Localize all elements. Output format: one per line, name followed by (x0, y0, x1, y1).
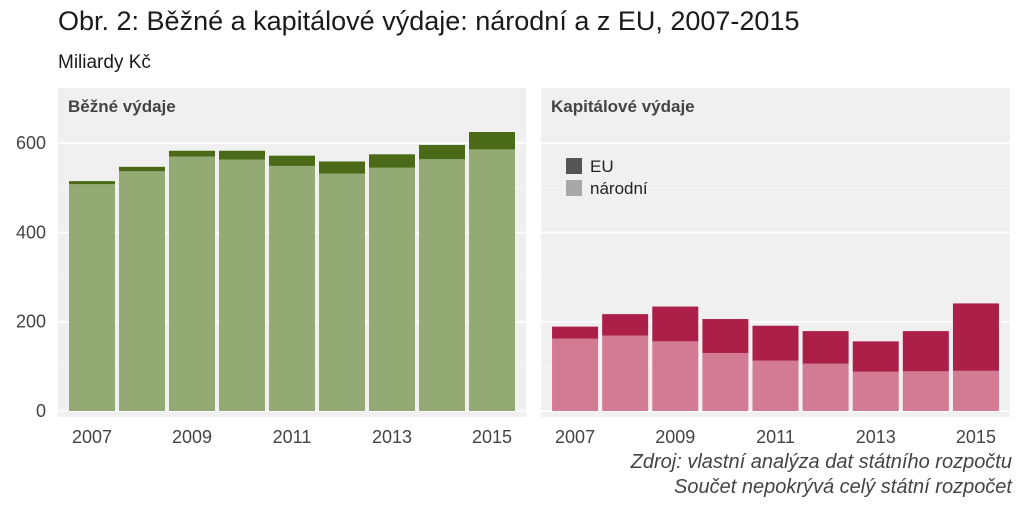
legend-swatch-narodni (566, 180, 582, 196)
x-tick-kapitalove-2011: 2011 (756, 427, 795, 447)
bar-kapitalove-narodni-2013 (852, 371, 899, 411)
x-tick-kapitalove-2013: 2013 (856, 427, 896, 447)
bar-bezne-narodni-2015 (469, 149, 515, 411)
bar-bezne-eu-2013 (369, 154, 415, 168)
bar-bezne-eu-2008 (119, 166, 165, 172)
bar-bezne-narodni-2009 (169, 156, 215, 411)
bar-kapitalove-narodni-2014 (902, 371, 949, 411)
facet-title-bezne: Běžné výdaje (68, 97, 176, 116)
y-tick-600: 600 (16, 133, 46, 153)
bar-kapitalove-narodni-2012 (802, 363, 849, 411)
bar-kapitalove-eu-2014 (902, 331, 949, 372)
bar-bezne-narodni-2012 (319, 173, 365, 411)
bar-kapitalove-narodni-2009 (652, 341, 699, 411)
source-note: Zdroj: vlastní analýza dat státního rozp… (631, 450, 1012, 500)
y-tick-400: 400 (16, 222, 46, 242)
bar-kapitalove-eu-2008 (602, 314, 649, 336)
bar-kapitalove-narodni-2015 (952, 370, 999, 411)
bar-kapitalove-eu-2012 (802, 331, 849, 364)
bar-kapitalove-eu-2007 (552, 326, 599, 339)
bar-kapitalove-narodni-2010 (702, 352, 749, 411)
x-tick-kapitalove-2015: 2015 (956, 427, 996, 447)
y-tick-0: 0 (36, 401, 46, 421)
x-tick-kapitalove-2009: 2009 (655, 427, 695, 447)
bar-bezne-eu-2010 (219, 150, 265, 160)
bar-bezne-narodni-2008 (119, 171, 165, 411)
x-tick-bezne-2015: 2015 (472, 427, 512, 447)
bar-kapitalove-narodni-2008 (602, 335, 649, 411)
facet-strip-bezne (58, 88, 526, 126)
bar-bezne-eu-2014 (419, 144, 465, 160)
legend-label-eu: EU (590, 157, 614, 176)
x-tick-bezne-2013: 2013 (372, 427, 412, 447)
y-tick-200: 200 (16, 312, 46, 332)
bar-kapitalove-eu-2013 (852, 341, 899, 372)
x-tick-bezne-2007: 2007 (72, 427, 112, 447)
bar-bezne-narodni-2014 (419, 159, 465, 411)
source-line-1: Zdroj: vlastní analýza dat státního rozp… (630, 451, 1012, 473)
legend-label-narodni: národní (590, 179, 648, 198)
bar-kapitalove-narodni-2011 (752, 360, 799, 411)
bar-bezne-eu-2009 (169, 150, 215, 157)
bar-bezne-narodni-2007 (69, 184, 115, 411)
bar-kapitalove-eu-2015 (952, 303, 999, 371)
chart-title: Obr. 2: Běžné a kapitálové výdaje: národ… (58, 6, 800, 36)
x-tick-bezne-2009: 2009 (172, 427, 212, 447)
bar-bezne-eu-2007 (69, 181, 115, 185)
bar-bezne-eu-2012 (319, 161, 365, 174)
facet-title-kapitalove: Kapitálové výdaje (551, 97, 695, 116)
bar-bezne-eu-2011 (269, 155, 315, 166)
bar-bezne-eu-2015 (469, 132, 515, 150)
x-tick-bezne-2011: 2011 (273, 427, 312, 447)
source-line-2: Součet nepokrývá celý státní rozpočet (674, 476, 1012, 498)
bar-bezne-narodni-2010 (219, 159, 265, 411)
bar-bezne-narodni-2013 (369, 167, 415, 411)
bar-kapitalove-eu-2010 (702, 319, 749, 353)
bar-kapitalove-narodni-2007 (552, 338, 599, 411)
bar-kapitalove-eu-2011 (752, 325, 799, 361)
bar-bezne-narodni-2011 (269, 165, 315, 411)
legend-swatch-eu (566, 158, 582, 174)
bar-kapitalove-eu-2009 (652, 306, 699, 342)
facet-strip-kapitalove (541, 88, 1010, 126)
x-tick-kapitalove-2007: 2007 (555, 427, 595, 447)
chart-subtitle: Miliardy Kč (58, 52, 151, 73)
